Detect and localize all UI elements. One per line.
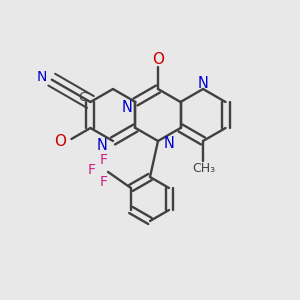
Text: F: F xyxy=(100,175,108,189)
Text: N: N xyxy=(122,100,133,116)
Text: C: C xyxy=(78,91,87,104)
Text: N: N xyxy=(97,137,108,152)
Text: CH₃: CH₃ xyxy=(193,163,216,176)
Text: N: N xyxy=(198,76,208,91)
Text: F: F xyxy=(88,163,96,177)
Text: O: O xyxy=(54,134,66,148)
Text: F: F xyxy=(100,153,108,167)
Text: N: N xyxy=(37,70,47,84)
Text: N: N xyxy=(164,136,175,152)
Text: O: O xyxy=(152,52,164,68)
